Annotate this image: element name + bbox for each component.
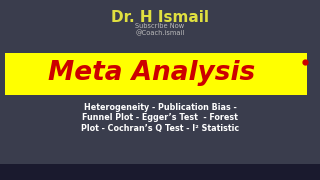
Text: Subscribe Now: Subscribe Now xyxy=(135,23,185,29)
FancyBboxPatch shape xyxy=(0,164,320,180)
Text: Meta Analysis: Meta Analysis xyxy=(48,60,256,86)
Text: Dr. H Ismail: Dr. H Ismail xyxy=(111,10,209,24)
Text: @Coach.ismail: @Coach.ismail xyxy=(135,30,185,36)
Text: Heterogeneity - Publication Bias -: Heterogeneity - Publication Bias - xyxy=(84,102,236,111)
Text: Plot - Cochran’s Q Test - I² Statistic: Plot - Cochran’s Q Test - I² Statistic xyxy=(81,125,239,134)
FancyBboxPatch shape xyxy=(5,53,307,95)
Text: Funnel Plot - Egger’s Test  - Forest: Funnel Plot - Egger’s Test - Forest xyxy=(82,114,238,123)
